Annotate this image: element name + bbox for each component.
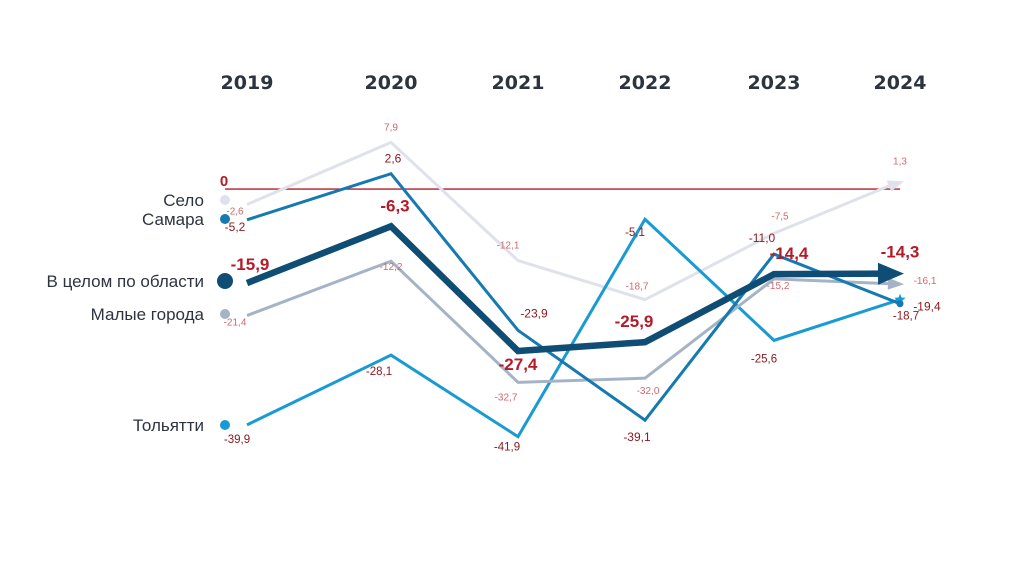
year-label-2021: 2021 (492, 72, 545, 94)
data-label-oblast-2022: -25,9 (615, 312, 654, 331)
series-arrow-oblast (877, 262, 904, 285)
series-marker-samara (896, 300, 904, 308)
data-label-tolyatti-2020: -28,1 (366, 366, 392, 378)
data-label-samara-2024: -19,4 (913, 300, 941, 314)
legend-label-tolyatti: Тольятти (133, 416, 204, 435)
series-line-oblast (245, 222, 888, 355)
data-label-samara-2021: -23,9 (520, 306, 548, 320)
legend: Село Тольятти Малые города Самара В целом по… (47, 191, 233, 435)
series-arrow-selo (886, 180, 904, 192)
data-label-selo-2021: -12,1 (497, 241, 520, 252)
data-label-oblast-2020: -6,3 (380, 196, 409, 215)
legend-marker-oblast (217, 273, 233, 289)
data-label-oblast-2023: -14,4 (770, 244, 809, 263)
year-label-2023: 2023 (748, 72, 801, 94)
year-label-2022: 2022 (619, 72, 672, 94)
data-label-selo-2019: -2,6 (226, 206, 244, 217)
year-label-2019: 2019 (221, 72, 274, 94)
series-arrow-malye (887, 277, 904, 290)
data-label-tolyatti-2022: -5,1 (625, 227, 645, 239)
data-label-selo-2022: -18,7 (626, 282, 649, 293)
data-label-samara-2022: -39,1 (623, 430, 651, 444)
year-label-2024: 2024 (874, 72, 927, 94)
zero-label: 0 (220, 173, 228, 190)
year-label-2020: 2020 (365, 72, 418, 94)
series-line-samara (246, 171, 901, 423)
series-line-malye (246, 259, 893, 384)
legend-label-selo: Село (163, 191, 204, 210)
legend-marker-malye (220, 309, 230, 319)
series-lines (245, 140, 906, 439)
data-label-selo-2024: 1,3 (893, 156, 907, 167)
legend-marker-tolyatti (220, 420, 230, 430)
data-label-malye-2022: -32,0 (637, 386, 660, 397)
legend-label-malye: Малые города (91, 305, 205, 324)
series-line-tolyatti (246, 216, 901, 439)
data-label-malye-2019: -21,4 (224, 318, 247, 329)
data-label-tolyatti-2021: -41,9 (494, 442, 520, 454)
legend-marker-samara (220, 214, 230, 224)
data-label-oblast-2021: -27,4 (499, 355, 538, 374)
data-label-selo-2023: -7,5 (771, 211, 789, 222)
series-marker-tolyatti (894, 293, 906, 305)
data-label-samara-2019: -5,2 (225, 220, 246, 234)
legend-label-samara: Самара (142, 210, 205, 229)
year-axis: 2019 2020 2021 2022 2023 2024 (221, 72, 927, 94)
data-label-tolyatti-2024: -18,7 (893, 311, 919, 323)
data-label-selo-2020: 7,9 (384, 122, 398, 133)
data-label-tolyatti-2023: -25,6 (751, 353, 777, 365)
data-label-malye-2024: -16,1 (914, 276, 937, 287)
data-label-samara-2020: 2,6 (385, 152, 402, 166)
data-label-malye-2023: -15,2 (767, 281, 790, 292)
data-labels: -2,6 7,9 -12,1 -18,7 -7,5 1,3 -39,9 -28,1 -41,9 -… (224, 122, 941, 453)
data-label-malye-2021: -32,7 (495, 392, 518, 403)
data-label-samara-2023: -11,0 (749, 231, 776, 245)
series-line-selo (246, 140, 894, 302)
data-label-malye-2020: -12,2 (380, 262, 403, 273)
legend-marker-selo (220, 195, 230, 205)
data-label-oblast-2019: -15,9 (231, 255, 270, 274)
zero-reference: 0 (220, 173, 900, 190)
data-label-tolyatti-2019: -39,9 (224, 434, 250, 446)
data-label-oblast-2024: -14,3 (881, 243, 920, 262)
legend-label-oblast: В целом по области (47, 272, 204, 291)
